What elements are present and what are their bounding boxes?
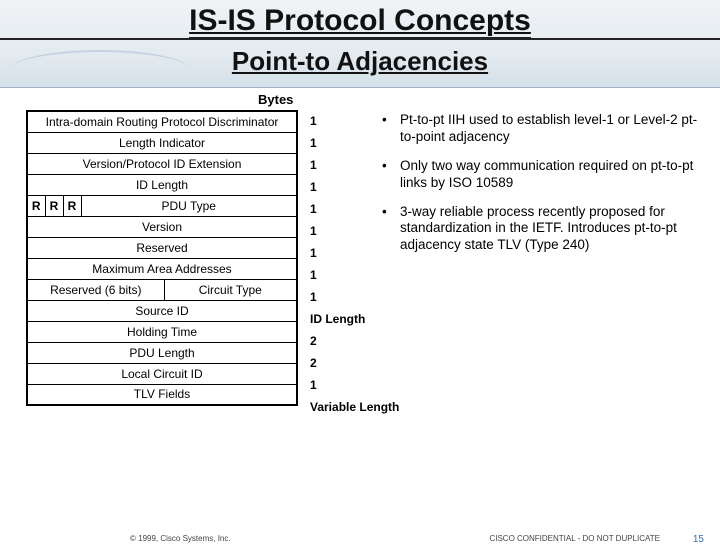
table-row: Local Circuit ID (27, 363, 297, 384)
bullet-item: Pt-to-pt IIH used to establish level-1 o… (382, 112, 700, 146)
bullet-item: Only two way communication required on p… (382, 158, 700, 192)
title-text-1: IS-IS Protocol Concepts (189, 4, 531, 39)
reserved-bit: R (63, 195, 81, 216)
reserved-bit: R (27, 195, 45, 216)
table-row: Version (27, 216, 297, 237)
bullet-item: 3-way reliable process recently proposed… (382, 204, 700, 255)
confidential-text: CISCO CONFIDENTIAL - DO NOT DUPLICATE (489, 534, 660, 543)
copyright-text: © 1999, Cisco Systems, Inc. (130, 534, 231, 543)
table-row: Reserved (27, 237, 297, 258)
table-row: PDU Length (27, 342, 297, 363)
bullet-list: Pt-to-pt IIH used to establish level-1 o… (382, 112, 700, 266)
bytes-value: 1 (306, 286, 416, 308)
reserved-bit: R (45, 195, 63, 216)
table-row: Intra-domain Routing Protocol Discrimina… (27, 111, 297, 132)
table-row: Length Indicator (27, 132, 297, 153)
bytes-column-header: Bytes (258, 92, 293, 107)
table-row: TLV Fields (27, 384, 297, 405)
table-row: Source ID (27, 300, 297, 321)
table-row: Maximum Area Addresses (27, 258, 297, 279)
slide-title-line1: IS-IS Protocol Concepts (0, 4, 720, 40)
bytes-value: 1 (306, 264, 416, 286)
bytes-value: 2 (306, 330, 416, 352)
bytes-value: 1 (306, 374, 416, 396)
bytes-value: ID Length (306, 308, 416, 330)
table-row: Version/Protocol ID Extension (27, 153, 297, 174)
reserved-6bits: Reserved (6 bits) (27, 279, 164, 300)
table-row: ID Length (27, 174, 297, 195)
pdu-structure-table: Intra-domain Routing Protocol Discrimina… (26, 110, 298, 406)
bytes-value: Variable Length (306, 396, 416, 418)
slide-title-line2: Point-to Adjacencies (0, 46, 720, 77)
title-text-2: Point-to Adjacencies (232, 46, 488, 76)
slide-header: IS-IS Protocol Concepts Point-to Adjacen… (0, 0, 720, 88)
table-row: Circuit Type (164, 279, 297, 300)
bytes-value: 2 (306, 352, 416, 374)
table-row: Holding Time (27, 321, 297, 342)
table-row: PDU Type (81, 195, 297, 216)
